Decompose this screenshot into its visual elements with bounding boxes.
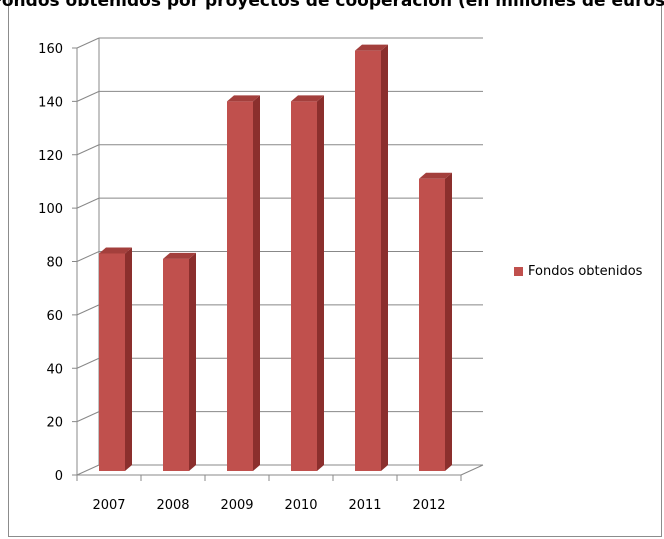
x-tick-label: 2009	[220, 498, 253, 513]
y-tick-label: 100	[38, 202, 63, 217]
bars	[99, 44, 452, 472]
x-tick-label: 2007	[92, 498, 125, 513]
y-tick-label: 40	[46, 362, 63, 377]
bar	[163, 258, 189, 471]
bar	[291, 101, 317, 471]
legend-swatch	[514, 267, 523, 276]
y-tick-label: 160	[38, 42, 63, 57]
bar-top	[227, 95, 260, 102]
x-axis-ticks: 2007 2008 2009 2010 2011 2012	[92, 498, 445, 513]
y-tick-label: 0	[55, 469, 63, 484]
gridline-side	[76, 90, 100, 102]
bar-side	[445, 172, 452, 472]
gridline-side	[76, 251, 100, 262]
chart-title: Fondos obtenidos por proyectos de cooper…	[0, 0, 664, 11]
bar-side	[189, 252, 196, 471]
y-tick-label: 140	[38, 95, 63, 110]
bar	[355, 50, 381, 471]
y-tick-label: 120	[38, 149, 63, 164]
y-tick-label: 60	[46, 309, 63, 324]
y-tick-label: 20	[46, 416, 63, 431]
y-tick-label: 80	[46, 256, 63, 271]
legend-label: Fondos obtenidos	[528, 264, 643, 279]
bar-top	[355, 44, 388, 51]
bar	[99, 253, 125, 471]
bar-top	[99, 247, 132, 254]
bar-side	[381, 44, 388, 471]
gridline-side	[76, 37, 100, 49]
gridline-side	[76, 304, 100, 316]
legend: Fondos obtenidos	[514, 264, 642, 279]
bar-side	[317, 95, 324, 471]
bar	[227, 101, 253, 471]
bar-side	[253, 95, 260, 471]
x-tick-label: 2012	[412, 498, 445, 513]
x-tick-label: 2011	[348, 498, 381, 513]
x-tick-label: 2010	[284, 498, 317, 513]
x-tick-label: 2008	[156, 498, 189, 513]
bar-top	[163, 252, 196, 259]
gridline-side	[76, 411, 100, 423]
bar-top	[291, 95, 324, 102]
gridline-side	[76, 144, 100, 156]
chart-frame	[8, 0, 662, 537]
y-axis-ticks: 0 20 40 60 80 100 120 140 160	[38, 42, 63, 484]
floor-right-edge	[460, 464, 484, 476]
bar-side	[125, 247, 132, 471]
gridline-side	[76, 197, 100, 209]
gridline-side	[76, 464, 100, 476]
gridline-side	[76, 357, 100, 369]
bar	[419, 178, 445, 472]
bar-top	[419, 172, 452, 179]
